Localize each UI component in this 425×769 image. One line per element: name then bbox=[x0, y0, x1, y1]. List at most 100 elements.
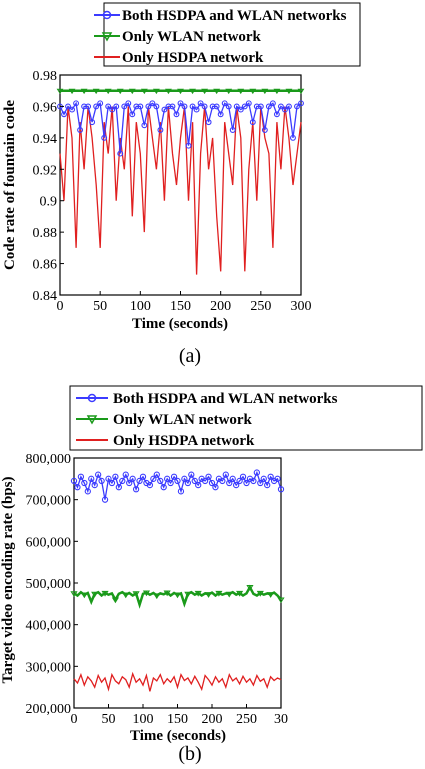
plot-area-b bbox=[73, 457, 282, 709]
data-point-both-hsdpa-and-wlan-networks bbox=[173, 111, 180, 118]
data-point-both-hsdpa-and-wlan-networks bbox=[236, 477, 243, 485]
data-point-both-hsdpa-and-wlan-networks bbox=[129, 475, 136, 482]
data-point-both-hsdpa-and-wlan-networks bbox=[232, 481, 240, 489]
data-point-both-hsdpa-and-wlan-networks bbox=[221, 100, 228, 107]
data-point-both-hsdpa-and-wlan-networks bbox=[161, 106, 168, 113]
y-tick-label: 800,000 bbox=[26, 452, 72, 467]
data-point-both-hsdpa-and-wlan-networks bbox=[237, 106, 244, 113]
data-point-both-hsdpa-and-wlan-networks bbox=[73, 100, 80, 107]
legend-label-wlan-a: Only WLAN network bbox=[122, 29, 262, 45]
data-point-only-wlan-network bbox=[189, 88, 196, 95]
data-point-only-wlan-network bbox=[128, 88, 136, 95]
data-point-both-hsdpa-and-wlan-networks bbox=[226, 479, 233, 487]
data-point-only-wlan-network bbox=[104, 88, 112, 95]
data-point-both-hsdpa-and-wlan-networks bbox=[273, 111, 280, 118]
data-point-both-hsdpa-and-wlan-networks bbox=[213, 103, 220, 110]
data-point-only-wlan-network bbox=[111, 597, 119, 604]
x-tick-label: 150 bbox=[167, 712, 188, 727]
data-point-both-hsdpa-and-wlan-networks bbox=[93, 103, 100, 110]
data-point-only-wlan-network bbox=[225, 591, 233, 598]
data-point-both-hsdpa-and-wlan-networks bbox=[88, 475, 95, 482]
x-tick-label: 200 bbox=[202, 712, 223, 727]
data-point-only-wlan-network bbox=[246, 585, 254, 591]
data-point-both-hsdpa-and-wlan-networks bbox=[133, 103, 140, 110]
data-point-both-hsdpa-and-wlan-networks bbox=[122, 471, 129, 478]
data-point-both-hsdpa-and-wlan-networks bbox=[169, 103, 176, 110]
data-point-both-hsdpa-and-wlan-networks bbox=[61, 111, 67, 118]
data-point-both-hsdpa-and-wlan-networks bbox=[77, 473, 85, 480]
data-point-only-wlan-network bbox=[237, 88, 245, 95]
data-point-both-hsdpa-and-wlan-networks bbox=[277, 103, 284, 110]
x-tick-label: 100 bbox=[130, 299, 151, 314]
data-point-both-hsdpa-and-wlan-networks bbox=[191, 477, 198, 485]
data-point-both-hsdpa-and-wlan-networks bbox=[165, 103, 172, 110]
y-tick-label: 0.94 bbox=[33, 132, 58, 147]
data-point-both-hsdpa-and-wlan-networks bbox=[225, 103, 232, 110]
data-point-both-hsdpa-and-wlan-networks bbox=[132, 486, 140, 493]
data-point-only-wlan-network bbox=[213, 88, 221, 95]
y-tick-label: 400,000 bbox=[26, 619, 72, 634]
data-point-both-hsdpa-and-wlan-networks bbox=[137, 103, 144, 110]
data-point-both-hsdpa-and-wlan-networks bbox=[243, 479, 250, 487]
x-tick-label: 250 bbox=[250, 299, 271, 314]
data-point-only-wlan-network bbox=[56, 88, 64, 95]
panel-caption-b: (b) bbox=[178, 743, 201, 765]
data-point-both-hsdpa-and-wlan-networks bbox=[274, 475, 281, 482]
y-tick-label: 600,000 bbox=[26, 535, 72, 550]
data-point-both-hsdpa-and-wlan-networks bbox=[267, 473, 274, 480]
data-point-both-hsdpa-and-wlan-networks bbox=[153, 471, 160, 478]
data-point-both-hsdpa-and-wlan-networks bbox=[109, 106, 116, 113]
legend-label-both-b: Both HSDPA and WLAN networks bbox=[113, 391, 338, 407]
data-point-both-hsdpa-and-wlan-networks bbox=[121, 103, 128, 110]
data-point-both-hsdpa-and-wlan-networks bbox=[277, 486, 285, 493]
legend-b: Both HSDPA and WLAN networks Only WLAN n… bbox=[69, 385, 423, 451]
legend-label-wlan-b: Only WLAN network bbox=[113, 412, 253, 428]
data-point-only-wlan-network bbox=[261, 88, 269, 95]
data-point-both-hsdpa-and-wlan-networks bbox=[184, 479, 191, 487]
data-point-only-wlan-network bbox=[194, 590, 202, 597]
data-point-only-wlan-network bbox=[132, 591, 140, 598]
data-point-only-wlan-network bbox=[256, 590, 264, 597]
data-point-only-wlan-network bbox=[91, 591, 99, 598]
data-point-both-hsdpa-and-wlan-networks bbox=[174, 477, 181, 485]
y-tick-label: 0.96 bbox=[33, 100, 58, 115]
data-point-both-hsdpa-and-wlan-networks bbox=[188, 471, 195, 478]
data-point-both-hsdpa-and-wlan-networks bbox=[189, 103, 196, 110]
legend-label-hsdpa-b: Only HSDPA network bbox=[113, 433, 255, 449]
data-point-both-hsdpa-and-wlan-networks bbox=[105, 103, 112, 110]
legend-marker-wlan-a bbox=[101, 32, 113, 42]
data-point-both-hsdpa-and-wlan-networks bbox=[205, 119, 212, 126]
data-point-both-hsdpa-and-wlan-networks bbox=[185, 142, 192, 149]
data-point-both-hsdpa-and-wlan-networks bbox=[70, 477, 78, 485]
data-point-both-hsdpa-and-wlan-networks bbox=[129, 111, 136, 118]
y-tick-label: 500,000 bbox=[26, 577, 72, 592]
legend-box-b bbox=[69, 385, 423, 451]
series-group-b bbox=[70, 469, 285, 692]
data-point-both-hsdpa-and-wlan-networks bbox=[65, 103, 71, 110]
x-tick-label: 0 bbox=[57, 299, 64, 314]
panel-caption-a: (a) bbox=[179, 345, 201, 367]
data-point-only-wlan-network bbox=[70, 591, 78, 598]
x-tick-label: 0 bbox=[71, 712, 78, 727]
x-ticks-a: 0 50 100 150 200 250 300 bbox=[57, 291, 312, 314]
data-point-both-hsdpa-and-wlan-networks bbox=[257, 103, 264, 110]
data-point-only-wlan-network bbox=[273, 88, 281, 95]
x-tick-label: 50 bbox=[102, 712, 116, 727]
data-point-both-hsdpa-and-wlan-networks bbox=[98, 477, 105, 485]
series-line-only-hsdpa-network bbox=[73, 671, 282, 692]
series-line-both-hsdpa-and-wlan-networks bbox=[59, 101, 302, 154]
data-point-only-wlan-network bbox=[142, 590, 151, 597]
data-point-both-hsdpa-and-wlan-networks bbox=[193, 106, 200, 113]
data-point-both-hsdpa-and-wlan-networks bbox=[264, 481, 271, 489]
data-point-both-hsdpa-and-wlan-networks bbox=[74, 484, 81, 491]
data-point-both-hsdpa-and-wlan-networks bbox=[91, 481, 98, 489]
data-point-both-hsdpa-and-wlan-networks bbox=[101, 134, 108, 141]
data-point-both-hsdpa-and-wlan-networks bbox=[146, 481, 154, 489]
x-axis-label-b: Time (seconds) bbox=[130, 728, 226, 744]
data-point-both-hsdpa-and-wlan-networks bbox=[250, 477, 257, 485]
data-point-both-hsdpa-and-wlan-networks bbox=[257, 479, 264, 487]
x-tick-label: 200 bbox=[210, 299, 231, 314]
y-tick-label: 200,000 bbox=[26, 702, 72, 717]
data-point-only-wlan-network bbox=[122, 592, 130, 599]
data-point-both-hsdpa-and-wlan-networks bbox=[167, 479, 174, 487]
